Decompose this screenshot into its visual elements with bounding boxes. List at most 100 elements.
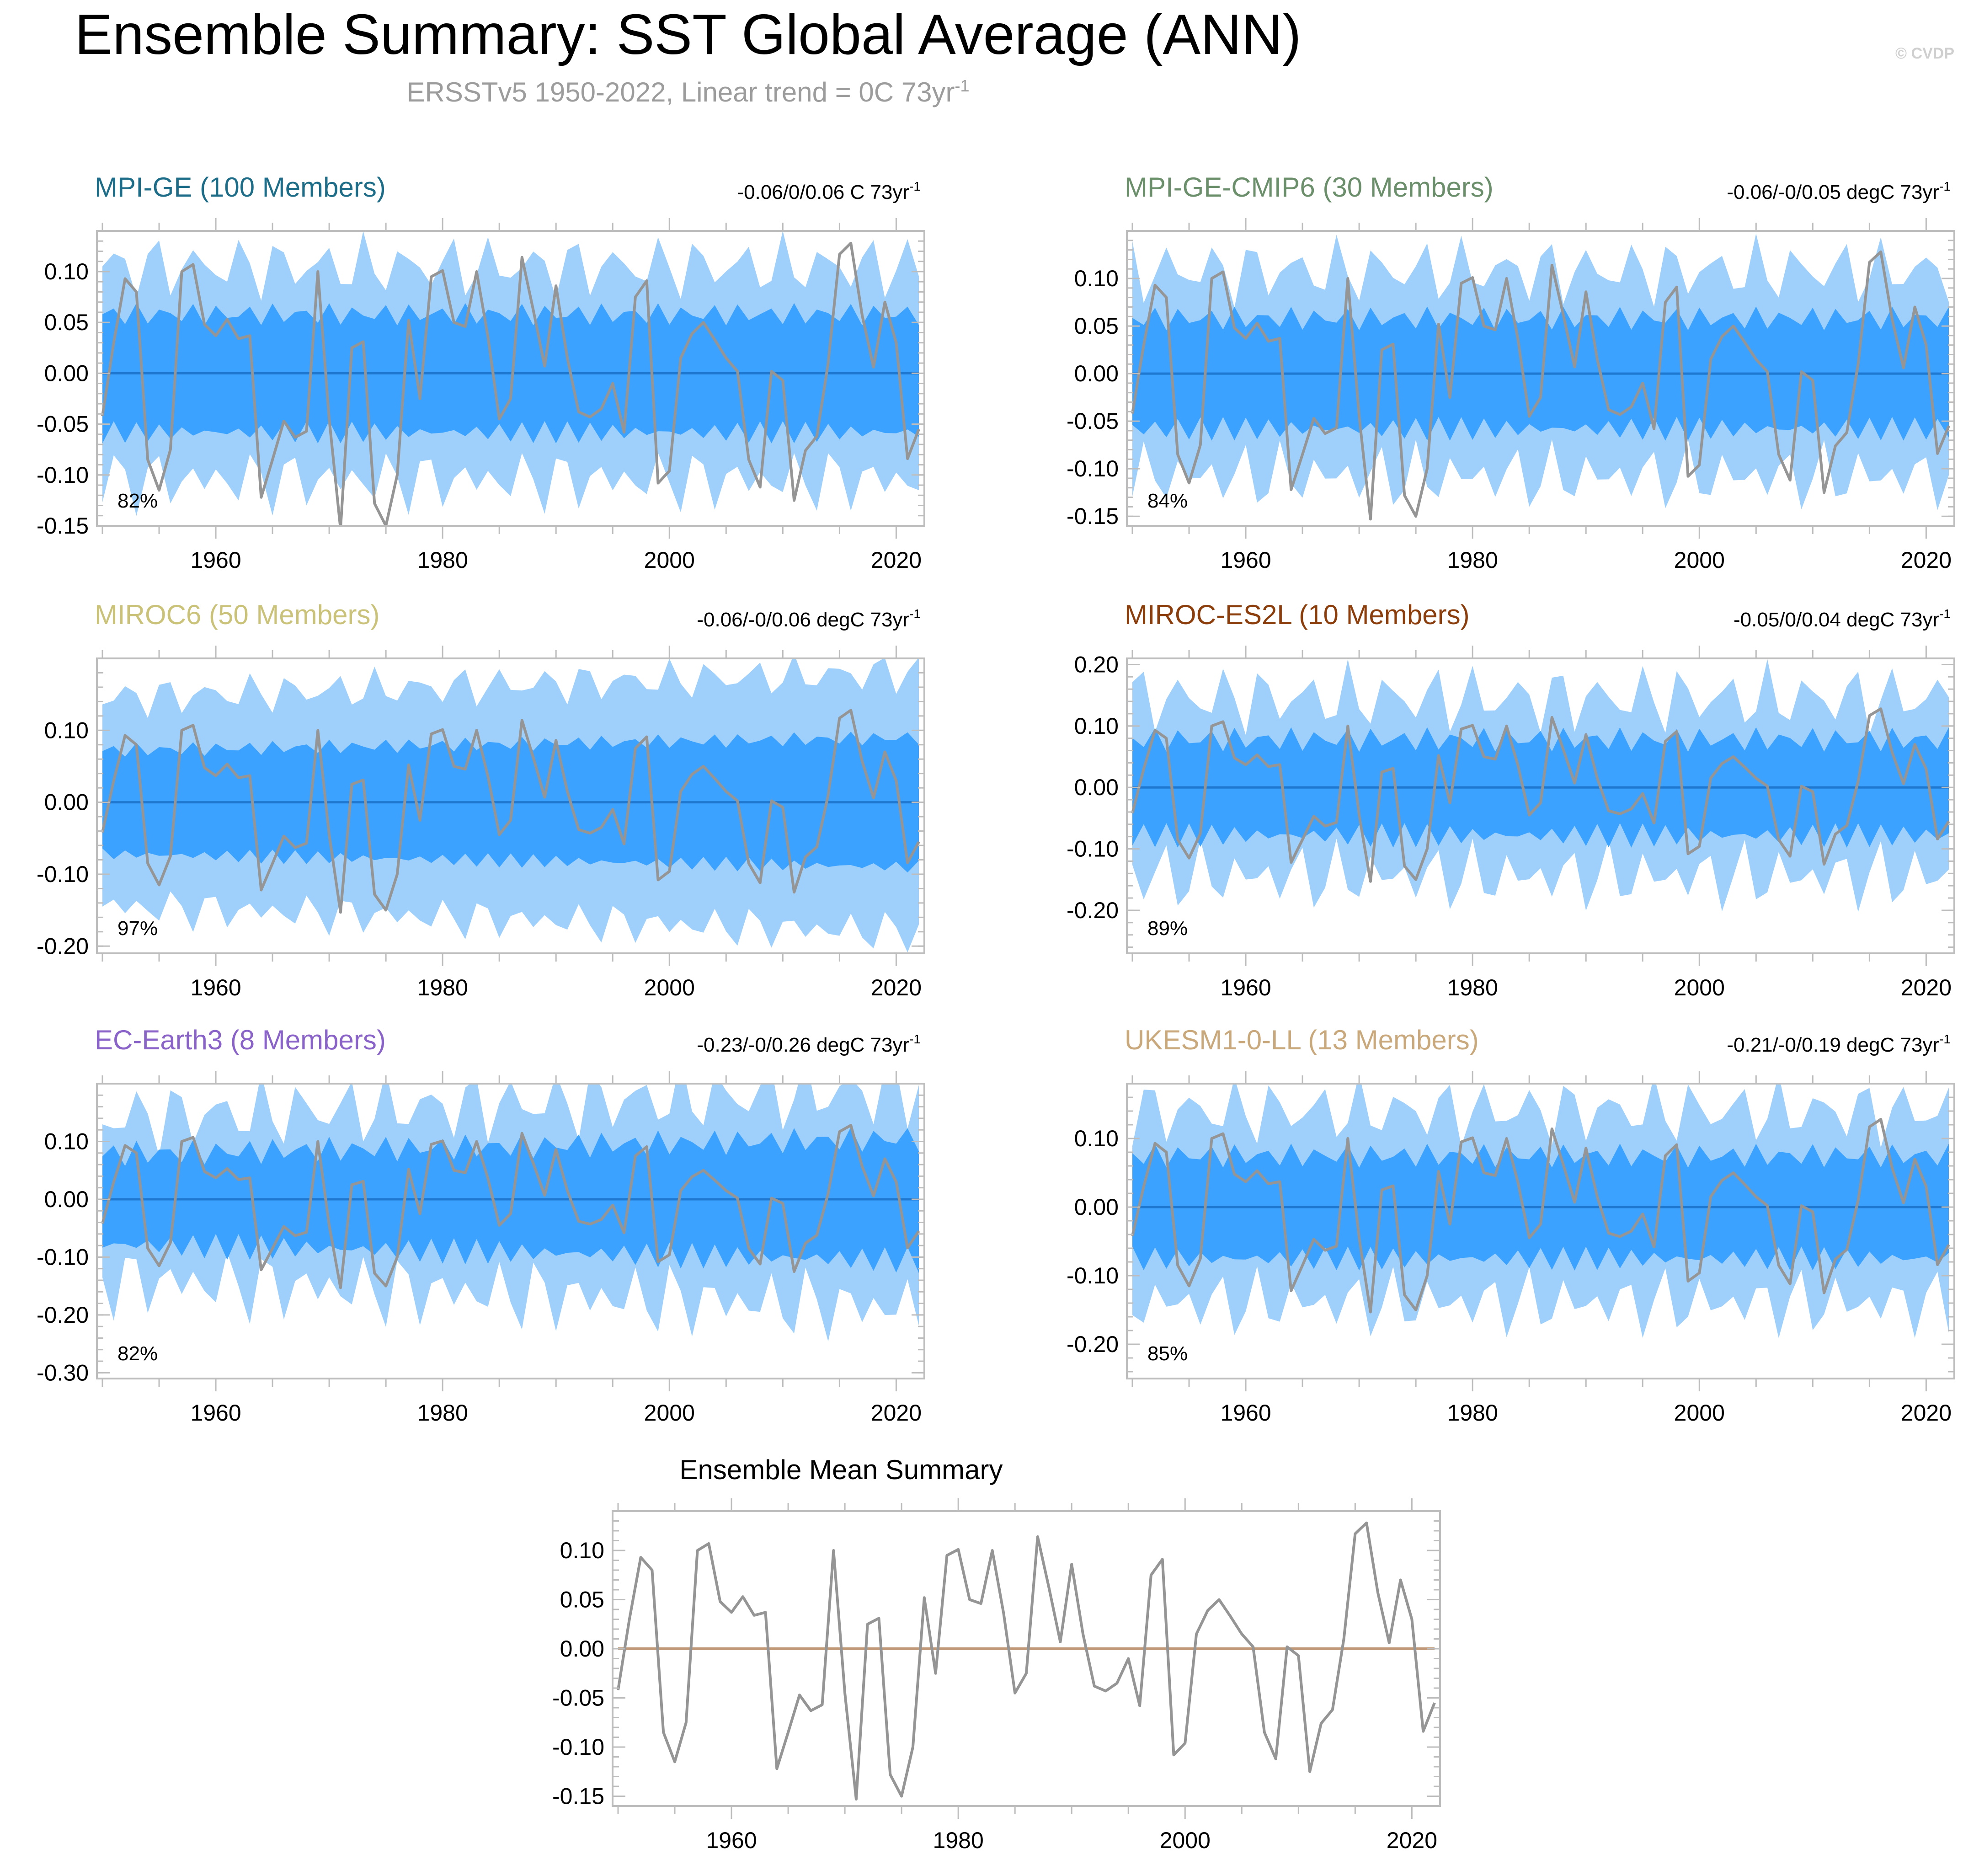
panel-title: MPI-GE (100 Members) bbox=[95, 172, 386, 203]
panel-percent: 85% bbox=[1147, 1342, 1188, 1365]
x-tick-label: 2000 bbox=[1160, 1828, 1211, 1853]
y-tick-label: 0.05 bbox=[1074, 313, 1119, 339]
panel-percent: 82% bbox=[117, 490, 158, 512]
y-tick-label: -0.30 bbox=[37, 1360, 89, 1385]
y-tick-label: -0.10 bbox=[37, 462, 89, 488]
y-tick-label: 0.10 bbox=[1074, 713, 1119, 739]
y-tick-label: 0.00 bbox=[1074, 1194, 1119, 1220]
x-tick-label: 1980 bbox=[933, 1828, 984, 1853]
panel-trend-sup: -1 bbox=[1939, 1032, 1951, 1046]
y-tick-label: 0.00 bbox=[44, 790, 89, 815]
y-tick-label: 0.05 bbox=[560, 1587, 604, 1613]
y-tick-label: -0.10 bbox=[1067, 1263, 1119, 1288]
plot-area bbox=[1131, 233, 1950, 521]
panel-4: -0.30 -0.20 -0.10 0.00 0.10 1960 1980 2000 2020 E… bbox=[37, 1025, 925, 1426]
y-tick-label: -0.10 bbox=[552, 1734, 604, 1760]
y-tick-label: -0.15 bbox=[1067, 503, 1119, 529]
panel-percent: 82% bbox=[117, 1342, 158, 1365]
observed-series-line bbox=[1131, 1118, 1950, 1314]
y-tick-label: -0.10 bbox=[37, 1244, 89, 1270]
y-tick-label: 0.00 bbox=[44, 360, 89, 386]
observed-series-line bbox=[1131, 707, 1950, 883]
observed-series-line bbox=[101, 1124, 920, 1289]
x-tick-label: 2000 bbox=[1674, 1400, 1725, 1426]
y-tick-label: -0.10 bbox=[1067, 456, 1119, 481]
y-tick-label: -0.20 bbox=[1067, 1331, 1119, 1357]
y-tick-label: 0.10 bbox=[44, 717, 89, 743]
plot-area bbox=[1131, 1084, 1950, 1338]
x-tick-label: 1980 bbox=[417, 1400, 468, 1426]
observed-series-line bbox=[617, 1521, 1436, 1801]
x-tick-label: 2000 bbox=[1674, 975, 1725, 1000]
panel-trend-sup: -1 bbox=[909, 607, 921, 621]
x-tick-label: 1960 bbox=[190, 1400, 241, 1426]
x-tick-label: 2020 bbox=[871, 547, 922, 573]
panel-trend-sup: -1 bbox=[909, 1032, 921, 1046]
x-tick-label: 1960 bbox=[1220, 547, 1271, 573]
plot-area bbox=[1131, 659, 1950, 912]
y-tick-label: -0.20 bbox=[37, 933, 89, 959]
panel-trend-text: -0.06/0/0.06 C 73yr bbox=[737, 181, 909, 203]
panel-title: Ensemble Mean Summary bbox=[680, 1454, 1003, 1485]
y-tick-label: 0.10 bbox=[1074, 1126, 1119, 1151]
x-tick-label: 1980 bbox=[417, 975, 468, 1000]
x-tick-label: 1980 bbox=[1447, 547, 1498, 573]
panel-frame bbox=[96, 230, 925, 527]
y-tick-label: 0.00 bbox=[1074, 775, 1119, 800]
panel-trend-text: -0.05/0/0.04 degC 73yr bbox=[1734, 609, 1939, 631]
x-tick-label: 2000 bbox=[644, 1400, 695, 1426]
observed-series-line bbox=[101, 709, 920, 914]
subtitle-text: ERSSTv5 1950-2022, Linear trend = 0C 73y… bbox=[406, 77, 955, 107]
panel-trend-text: -0.06/-0/0.05 degC 73yr bbox=[1727, 181, 1939, 203]
panel-5: -0.20 -0.10 0.00 0.10 1960 1980 2000 2020 UKESM1… bbox=[1067, 1025, 1955, 1426]
x-tick-label: 2020 bbox=[1901, 1400, 1952, 1426]
panel-3: -0.20 -0.10 0.00 0.10 0.20 1960 1980 2000 2020 MI… bbox=[1067, 599, 1955, 1000]
panel-trend-text: -0.21/-0/0.19 degC 73yr bbox=[1727, 1034, 1939, 1056]
y-tick-label: -0.20 bbox=[1067, 898, 1119, 923]
y-tick-label: -0.05 bbox=[552, 1685, 604, 1711]
x-tick-label: 1960 bbox=[1220, 1400, 1271, 1426]
plot-area bbox=[101, 1084, 920, 1342]
panel-title: UKESM1-0-LL (13 Members) bbox=[1125, 1025, 1479, 1055]
figure-subtitle: ERSSTv5 1950-2022, Linear trend = 0C 73y… bbox=[406, 76, 969, 107]
figure-title: Ensemble Summary: SST Global Average (AN… bbox=[75, 3, 1301, 66]
x-tick-label: 2000 bbox=[644, 547, 695, 573]
y-tick-label: 0.20 bbox=[1074, 652, 1119, 677]
y-tick-label: 0.10 bbox=[44, 259, 89, 284]
y-tick-label: -0.05 bbox=[37, 412, 89, 437]
plot-area bbox=[101, 231, 920, 526]
panel-frame bbox=[1126, 657, 1955, 954]
panel-title: MIROC6 (50 Members) bbox=[95, 599, 379, 630]
plot-area bbox=[617, 1521, 1436, 1801]
plot-area bbox=[101, 658, 920, 952]
panel-trend: -0.23/-0/0.26 degC 73yr-1 bbox=[697, 1032, 921, 1056]
panel-trend: -0.06/0/0.06 C 73yr-1 bbox=[737, 179, 921, 203]
panel-trend-sup: -1 bbox=[1939, 607, 1951, 621]
panel-frame bbox=[1126, 230, 1955, 527]
x-tick-label: 2000 bbox=[644, 975, 695, 1000]
x-tick-label: 1980 bbox=[1447, 975, 1498, 1000]
panel-trend: -0.21/-0/0.19 degC 73yr-1 bbox=[1727, 1032, 1951, 1056]
y-tick-label: 0.05 bbox=[44, 310, 89, 335]
x-tick-label: 1980 bbox=[1447, 1400, 1498, 1426]
y-tick-label: 0.00 bbox=[560, 1636, 604, 1662]
panel-trend: -0.06/-0/0.06 degC 73yr-1 bbox=[697, 607, 921, 631]
y-tick-label: 0.00 bbox=[44, 1187, 89, 1212]
panel-6: -0.15 -0.10 -0.05 0.00 0.05 0.10 1960 1980 2000 2… bbox=[552, 1454, 1441, 1853]
y-tick-label: -0.20 bbox=[37, 1302, 89, 1328]
panel-frame bbox=[96, 657, 925, 954]
panel-trend-text: -0.06/-0/0.06 degC 73yr bbox=[697, 609, 909, 631]
x-tick-label: 1960 bbox=[190, 547, 241, 573]
x-tick-label: 1960 bbox=[190, 975, 241, 1000]
y-tick-label: -0.10 bbox=[1067, 836, 1119, 862]
x-tick-label: 2020 bbox=[1901, 547, 1952, 573]
panel-trend: -0.05/0/0.04 degC 73yr-1 bbox=[1734, 607, 1951, 631]
x-tick-label: 2020 bbox=[1901, 975, 1952, 1000]
panel-percent: 97% bbox=[117, 917, 158, 940]
observed-series-line bbox=[1131, 250, 1950, 521]
x-tick-label: 2020 bbox=[871, 975, 922, 1000]
panel-1: -0.15 -0.10 -0.05 0.00 0.05 0.10 1960 1980 2000 2… bbox=[1067, 172, 1955, 573]
x-tick-label: 2020 bbox=[1387, 1828, 1437, 1853]
panel-frame bbox=[96, 1083, 925, 1379]
panel-title: EC-Earth3 (8 Members) bbox=[95, 1025, 386, 1055]
